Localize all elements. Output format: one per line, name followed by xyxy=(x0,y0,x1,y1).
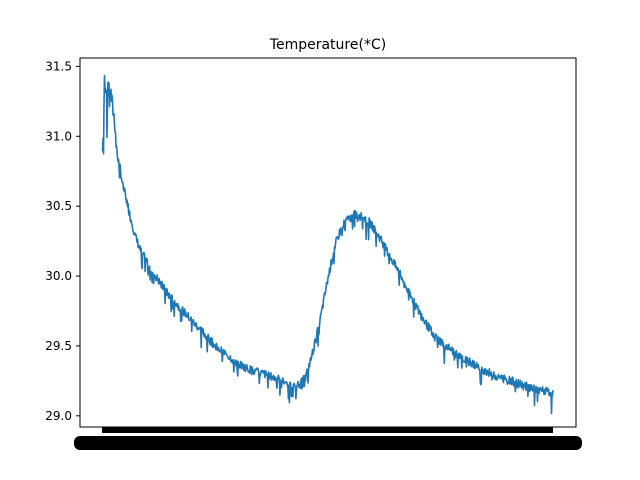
x-ticks xyxy=(102,427,553,433)
axes-frame xyxy=(79,57,577,428)
temperature-series-line xyxy=(101,74,554,415)
x-tick-labels-overlapping xyxy=(74,436,582,450)
x-axis xyxy=(74,427,582,450)
y-tick-label: 31.5 xyxy=(45,59,72,73)
plot-area xyxy=(101,74,554,415)
y-tick-label: 29.0 xyxy=(45,409,72,423)
y-axis: 29.0 29.5 30.0 30.5 31.0 31.5 xyxy=(45,59,80,423)
y-tick-label: 30.5 xyxy=(45,199,72,213)
y-tick-label: 29.5 xyxy=(45,339,72,353)
chart-title: Temperature(*C) xyxy=(269,37,386,53)
y-tick-label: 30.0 xyxy=(45,269,72,283)
y-tick-label: 31.0 xyxy=(45,129,72,143)
